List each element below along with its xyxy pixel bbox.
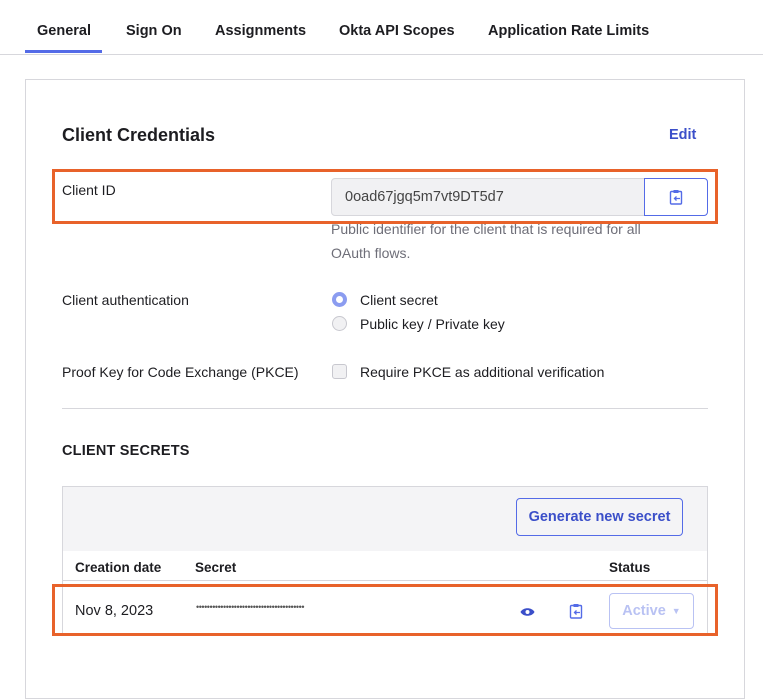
- generate-new-secret-button[interactable]: Generate new secret: [516, 498, 683, 536]
- radio-public-private-key[interactable]: [332, 316, 347, 331]
- edit-link[interactable]: Edit: [669, 127, 697, 143]
- client-secrets-title: CLIENT SECRETS: [62, 443, 190, 459]
- tab-general[interactable]: General: [25, 23, 102, 53]
- secret-masked: ••••••••••••••••••••••••••••••••••••••••: [196, 602, 305, 612]
- secrets-toolbar: [63, 487, 707, 551]
- pkce-label: Proof Key for Code Exchange (PKCE): [62, 364, 299, 380]
- tab-bar: General Sign On Assignments Okta API Sco…: [0, 0, 763, 55]
- tab-application-rate-limits[interactable]: Application Rate Limits: [488, 23, 650, 39]
- copy-client-id-button[interactable]: [644, 178, 708, 216]
- chevron-down-icon: ▼: [671, 606, 681, 616]
- secret-row-highlight: [52, 584, 718, 636]
- client-id-highlight: [52, 169, 718, 224]
- divider: [62, 408, 708, 409]
- column-creation-date: Creation date: [75, 560, 162, 575]
- client-auth-label: Client authentication: [62, 292, 189, 308]
- client-id-help: Public identifier for the client that is…: [331, 221, 641, 261]
- client-id-label: Client ID: [62, 182, 116, 198]
- pkce-checkbox-label[interactable]: Require PKCE as additional verification: [360, 364, 605, 380]
- copy-secret-clipboard-icon[interactable]: [569, 603, 583, 622]
- column-status: Status: [609, 560, 651, 575]
- column-secret: Secret: [195, 560, 237, 575]
- status-dropdown[interactable]: Active ▼: [609, 593, 694, 629]
- tab-okta-api-scopes[interactable]: Okta API Scopes: [339, 23, 455, 39]
- tab-sign-on[interactable]: Sign On: [126, 23, 182, 39]
- section-title: Client Credentials: [62, 125, 216, 145]
- status-value: Active: [622, 603, 666, 619]
- client-id-field[interactable]: 0oad67jgq5m7vt9DT5d7: [331, 178, 645, 216]
- radio-client-secret[interactable]: [332, 292, 347, 307]
- radio-client-secret-label[interactable]: Client secret: [360, 292, 438, 308]
- tab-assignments[interactable]: Assignments: [215, 23, 307, 39]
- row-divider: [63, 580, 707, 581]
- show-secret-eye-icon[interactable]: [520, 604, 535, 620]
- radio-public-private-key-label[interactable]: Public key / Private key: [360, 316, 505, 332]
- pkce-checkbox[interactable]: [332, 364, 347, 379]
- clipboard-icon: [669, 190, 683, 205]
- secret-date: Nov 8, 2023: [75, 603, 154, 619]
